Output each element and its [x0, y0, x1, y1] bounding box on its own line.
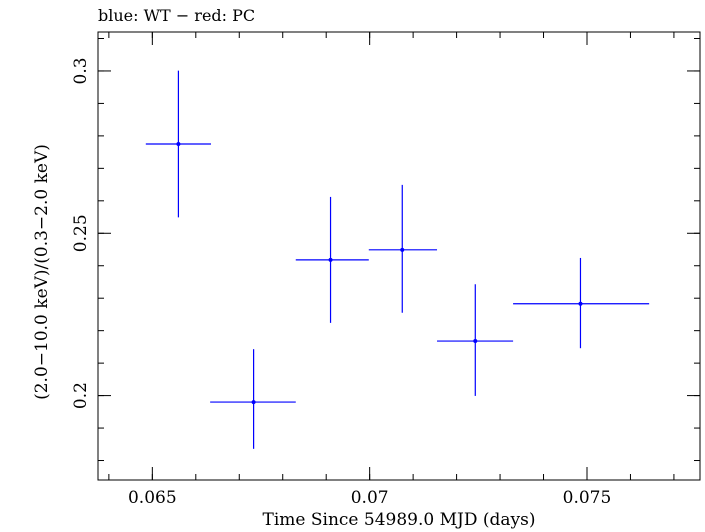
data-point	[400, 247, 405, 252]
y-tick-label: 0.25	[71, 214, 91, 252]
data-point	[473, 339, 478, 344]
data-point	[176, 142, 181, 146]
x-tick-label: 0.065	[128, 488, 177, 508]
x-tick-label: 0.07	[351, 488, 389, 508]
y-tick-label: 0.2	[71, 382, 91, 409]
y-axis-label: (2.0−10.0 keV)/(0.3−2.0 keV)	[32, 144, 52, 400]
x-tick-label: 0.075	[563, 488, 612, 508]
y-tick-label: 0.3	[71, 57, 91, 84]
x-axis-label: Time Since 54989.0 MJD (days)	[262, 510, 536, 530]
data-point	[578, 301, 583, 306]
data-point	[328, 257, 333, 262]
plot-frame	[97, 31, 701, 481]
data-point	[251, 400, 256, 405]
chart-title: blue: WT − red: PC	[98, 6, 256, 25]
